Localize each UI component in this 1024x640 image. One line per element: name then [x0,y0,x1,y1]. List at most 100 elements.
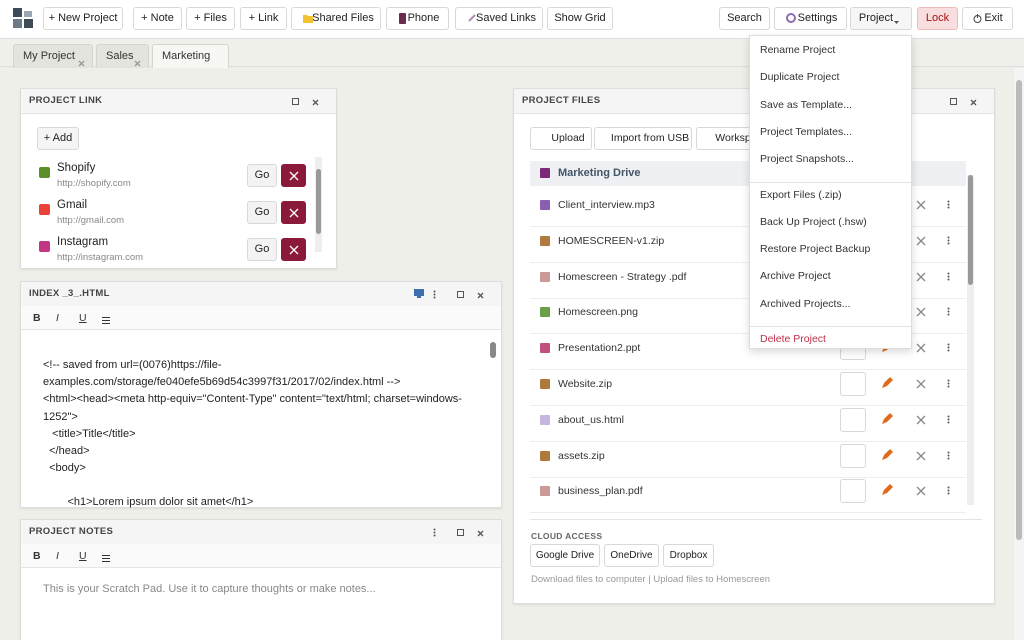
menu-item[interactable]: Save as Template... [760,98,853,111]
more-button [947,415,950,427]
file-name[interactable]: Presentation2.ppt [558,342,641,355]
panel-header: INDEX _3_.HTML [21,282,501,307]
file-icon [540,486,550,499]
format-button[interactable]: I [56,312,59,324]
file-row [530,228,966,263]
file-icon [540,200,550,213]
open-button[interactable] [840,372,866,396]
file-name[interactable]: Website.zip [558,378,613,390]
remove-icon [916,272,926,285]
cloud-button[interactable]: Dropbox [663,544,714,567]
tab[interactable]: Marketing [152,44,229,68]
editor-toolbar [21,306,501,330]
file-row [530,299,966,335]
cloud-button[interactable]: Google Drive [530,544,600,567]
files-footer: Download files to computer | Upload file… [531,574,771,585]
menu-item[interactable]: Export Files (.zip) [760,188,842,201]
toolbar-button[interactable]: Lock [917,7,958,30]
toolbar-button[interactable]: + New Project [43,7,123,30]
toolbar-button[interactable]: Settings [774,7,847,30]
more-button [947,272,950,284]
project-link-panel: PROJECT LINK + Add Shopify http://shopify.c… [20,88,337,269]
file-name[interactable]: assets.zip [558,449,605,462]
file-name[interactable]: Client_interview.mp3 [558,199,655,211]
more-button [947,343,950,355]
toolbar-button[interactable]: Shared Files [291,7,381,30]
more-button [433,528,436,540]
format-button[interactable]: B [33,550,41,562]
file-name[interactable]: Homescreen - Strategy .pdf [558,270,687,283]
tab[interactable]: Sales [96,44,149,68]
tab[interactable]: My Project [13,44,93,68]
file-icon [540,450,550,464]
file-name[interactable]: about_us.html [558,413,624,426]
toolbar-button[interactable]: Project [850,7,912,30]
code-line: </head> [43,445,90,457]
menu-item[interactable]: Restore Project Backup [760,243,871,256]
more-button [433,290,436,302]
files-scrollbar [967,175,974,505]
code-line: 1252"> [43,410,78,423]
file-icon [540,271,550,285]
files-button[interactable]: Worksp [696,127,756,150]
open-button[interactable] [840,407,866,432]
link-icon [39,167,50,181]
menu-divider [750,326,911,327]
toolbar-button[interactable]: Show Grid [547,7,613,30]
go-button[interactable]: Go [247,164,277,187]
toolbar-button[interactable]: Saved Links [455,7,543,30]
notes-panel: PROJECT NOTES B I U This is your Scratch Pad… [20,519,502,640]
file-name[interactable]: business_plan.pdf [558,485,643,498]
file-name[interactable]: Homescreen.png [558,306,638,319]
close [312,97,319,109]
open-button[interactable] [840,443,866,468]
menu-item[interactable]: Duplicate Project [760,71,840,84]
close [477,528,484,540]
toolbar-button[interactable]: Search [719,7,770,30]
more-button [947,486,950,498]
file-icon [540,379,550,392]
open-button[interactable] [840,479,866,504]
link-url: http://shopify.com [57,178,131,189]
file-name[interactable]: HOMESCREEN-v1.zip [558,234,665,247]
toolbar-button[interactable]: + Files [186,7,235,30]
list-button [102,553,110,565]
link-name: Gmail [57,199,88,211]
maximize [292,97,300,109]
menu-item[interactable]: Delete Project [760,333,826,345]
format-button[interactable]: U [79,550,87,562]
toolbar-button[interactable]: Phone [386,7,449,30]
format-button[interactable]: U [79,312,87,324]
delete-button[interactable] [281,201,306,224]
format-button[interactable]: B [33,312,41,324]
menu-item[interactable]: Archive Project [760,270,831,283]
tab-label: Sales [106,50,134,62]
menu-item[interactable]: Project Snapshots... [760,153,854,166]
go-button[interactable]: Go [247,201,277,224]
toolbar-button[interactable]: + Link [240,7,287,30]
menu-item[interactable]: Project Templates... [760,125,853,138]
code-line: <html><head><meta http-equiv="Content-Ty… [43,393,462,406]
maximize [950,97,958,109]
delete-button[interactable] [281,164,306,187]
toolbar-button[interactable]: + Note [133,7,182,30]
link-url: http://gmail.com [57,215,125,226]
menu-item[interactable]: Archived Projects... [760,297,851,310]
editor-toolbar [21,544,501,568]
link-name: Shopify [57,162,96,174]
format-button[interactable]: I [56,550,59,562]
files-button[interactable]: Import from USB [594,127,692,150]
menu-item[interactable]: Rename Project [760,44,836,56]
notes-placeholder: This is your Scratch Pad. Use it to capt… [43,583,376,595]
go-button[interactable]: Go [247,238,277,261]
tab-label: My Project [23,50,75,62]
file-icon [540,343,550,356]
cloud-button[interactable]: OneDrive [604,544,659,567]
toolbar-button[interactable]: Exit [962,7,1013,30]
add-button[interactable]: + Add [37,127,79,150]
delete-button[interactable] [281,238,306,261]
drive-icon [540,168,550,181]
menu-item[interactable]: Back Up Project (.hsw) [760,215,867,228]
files-button[interactable]: Upload [530,127,592,150]
more-button [947,236,950,248]
